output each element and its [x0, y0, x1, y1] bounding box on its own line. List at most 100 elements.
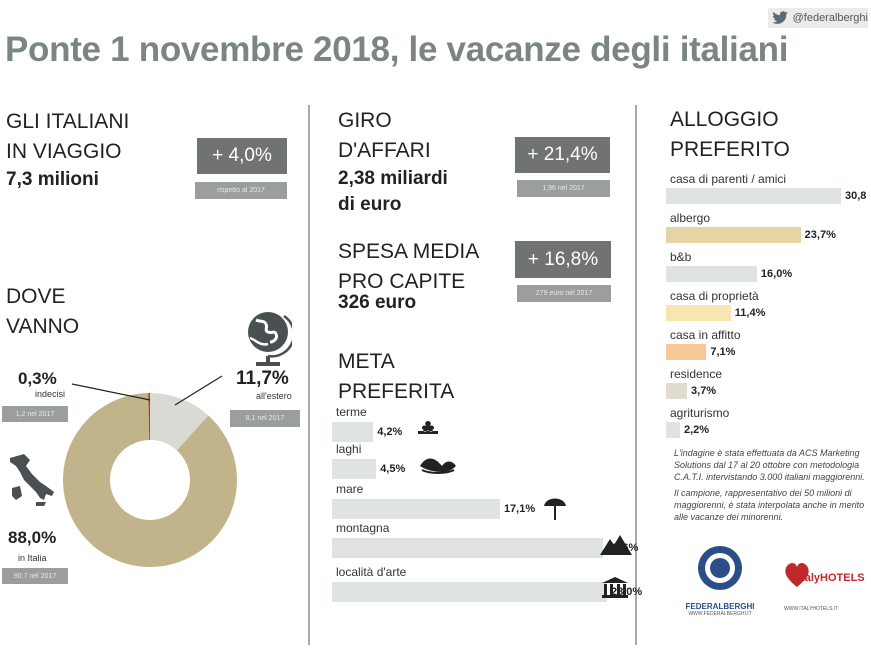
column-divider — [308, 105, 310, 645]
spend-badge: + 16,8% — [515, 241, 611, 278]
turnover-value-line: 2,38 miliardi — [338, 168, 448, 189]
turnover-heading-line: D'AFFARI — [338, 139, 431, 162]
federalberghi-name: FEDERALBERGHI — [685, 602, 755, 611]
accommodation-value: 23,7% — [804, 229, 836, 241]
accommodation-value: 30,8 — [845, 190, 867, 202]
undecided-label: indecisi — [35, 389, 66, 399]
italy-prev: 90,7 nel 2017 — [2, 568, 68, 584]
accommodation-heading-line: ALLOGGIO — [670, 108, 779, 131]
destination-label: laghi — [336, 442, 362, 456]
travel-badge: + 4,0% — [197, 138, 287, 174]
italy-pct: 88,0% — [8, 528, 57, 547]
turnover-badge: + 21,4% — [515, 137, 610, 173]
survey-note: L'indagine è stata effettuata da ACS Mar… — [674, 447, 871, 523]
destination-label: mare — [336, 482, 364, 496]
italyhotels-logo: italyHOTELS WWW.ITALYHOTELS.IT — [780, 560, 870, 620]
survey-note-line: L'indagine è stata effettuata da ACS Mar… — [674, 448, 865, 482]
undecided-pct: 0,3% — [18, 369, 57, 388]
abroad-leader-line — [174, 375, 223, 406]
survey-note-line: Il campione, rappresentativo dei 50 mili… — [674, 488, 865, 522]
accommodation-bar-chart: casa di parenti / amici 30,8 albergo 23,7% b… — [664, 172, 871, 442]
italyhotels-url: WWW.ITALYHOTELS.IT — [784, 606, 839, 612]
spend-heading-line: SPESA MEDIA — [338, 240, 480, 263]
abroad-pct: 11,7% — [236, 368, 289, 389]
page-title: Ponte 1 novembre 2018, le vacanze degli … — [5, 30, 789, 69]
accommodation-bar — [666, 344, 707, 360]
undecided-prev: 1,2 nel 2017 — [2, 406, 68, 422]
lake-icon — [418, 454, 458, 481]
destination-label: montagna — [336, 521, 390, 535]
destination-label: località d'arte — [336, 565, 407, 579]
destination-value: 17,1% — [503, 503, 536, 515]
accommodation-label: casa di parenti / amici — [670, 172, 787, 186]
travel-heading-line: GLI ITALIANI — [6, 110, 130, 133]
destination-bar — [332, 499, 500, 519]
spend-value: 326 euro — [338, 292, 417, 313]
turnover-heading: GIRO D'AFFARI — [338, 106, 431, 166]
donut-slice-undecided — [148, 393, 150, 441]
turnover-value: 2,38 miliardi di euro — [338, 166, 448, 218]
mountain-icon — [600, 533, 632, 560]
spend-heading: SPESA MEDIA PRO CAPITE — [338, 237, 479, 297]
italyhotels-name: italyHOTELS — [798, 572, 865, 584]
abroad-prev: 8,1 nel 2017 — [230, 410, 300, 427]
accommodation-value: 16,0% — [760, 268, 793, 280]
accommodation-label: casa di proprietà — [670, 289, 759, 303]
accommodation-label: agriturismo — [670, 406, 730, 420]
beach-umbrella-icon — [542, 494, 568, 527]
donut-slice-abroad — [150, 393, 209, 451]
destination-value: 4,5% — [380, 463, 406, 475]
undecided-leader-line — [71, 383, 151, 401]
temple-icon — [600, 577, 630, 604]
donut-slice-italy — [62, 393, 237, 567]
accommodation-heading-line: PREFERITO — [670, 138, 790, 161]
destination-heading: META PREFERITA — [338, 347, 454, 407]
destination-value: 4,2% — [377, 426, 403, 438]
accommodation-bar — [666, 422, 680, 438]
globe-icon — [248, 312, 292, 366]
federalberghi-logo: FEDERALBERGHI WWW.FEDERALBERGHI.IT — [680, 542, 760, 622]
destination-heading-line: META — [338, 350, 395, 373]
where-heading-line: VANNO — [6, 315, 80, 338]
where-heading: DOVE VANNO — [6, 282, 79, 342]
accommodation-value: 7,1% — [710, 346, 736, 358]
donut-chart — [62, 375, 237, 567]
accommodation-heading: ALLOGGIO PREFERITO — [670, 105, 790, 165]
heart-icon — [785, 563, 809, 587]
accommodation-label: albergo — [670, 211, 711, 225]
italy-map-icon — [10, 454, 54, 506]
destination-label: terme — [336, 405, 367, 419]
donut-group — [62, 393, 237, 567]
destination-bar-chart: terme4,2%laghi4,5%mare17,1%montagna27,6%… — [330, 405, 642, 615]
accommodation-value: 2,2% — [684, 424, 710, 436]
turnover-heading-line: GIRO — [338, 109, 392, 132]
where-heading-line: DOVE — [6, 285, 66, 308]
destination-heading-line: PREFERITA — [338, 380, 455, 403]
spend-badge-sub: 279 euro nel 2017 — [517, 285, 611, 302]
accommodation-bar — [666, 383, 688, 399]
destination-bar — [332, 538, 604, 558]
turnover-value-line: di euro — [338, 194, 402, 215]
travel-badge-sub: rispetto al 2017 — [195, 182, 287, 199]
spend-heading-line: PRO CAPITE — [338, 270, 466, 293]
destination-bar — [332, 459, 377, 479]
column-divider — [635, 105, 637, 645]
travel-heading: GLI ITALIANI IN VIAGGIO — [6, 107, 129, 167]
accommodation-label: casa in affitto — [670, 328, 741, 342]
twitter-handle: @federalberghi — [792, 12, 868, 24]
accommodation-bar — [666, 188, 841, 204]
italy-label: in Italia — [18, 553, 47, 563]
spa-icon — [415, 417, 441, 444]
federalberghi-url: WWW.FEDERALBERGHI.IT — [688, 611, 752, 617]
destination-bar — [332, 582, 607, 602]
abroad-label: all'estero — [256, 391, 292, 401]
accommodation-value: 3,7% — [691, 385, 717, 397]
accommodation-value: 11,4% — [734, 307, 766, 319]
accommodation-bar — [666, 227, 801, 243]
accommodation-bar — [666, 305, 731, 321]
destination-bar — [332, 422, 374, 442]
travel-value: 7,3 milioni — [6, 169, 99, 190]
federalberghi-emblem-icon — [698, 546, 742, 590]
travel-heading-line: IN VIAGGIO — [6, 140, 122, 163]
accommodation-label: b&b — [670, 250, 692, 264]
